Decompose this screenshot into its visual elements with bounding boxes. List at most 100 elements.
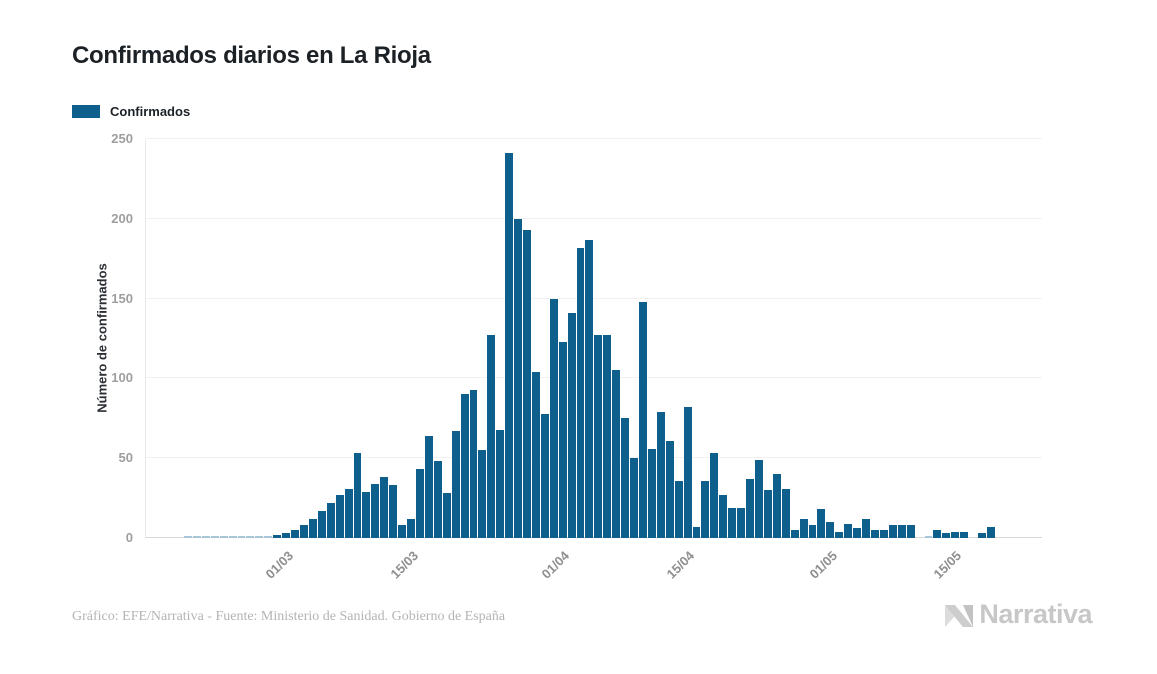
bar-23/02 xyxy=(210,536,219,538)
bar-26/02 xyxy=(237,536,246,538)
gridline-50 xyxy=(146,457,1042,459)
plot-area: 01/03 15/03 01/04 15/04 01/05 15/05 xyxy=(145,138,1042,582)
bar-28/04 xyxy=(790,530,799,538)
bar-07/05 xyxy=(870,530,879,538)
gridline-150 xyxy=(146,297,1042,299)
bar-05/03 xyxy=(308,518,317,538)
bar-08/03 xyxy=(335,494,344,538)
y-tick-label-100: 100 xyxy=(111,370,133,386)
page-title: Confirmados diarios en La Rioja xyxy=(72,42,431,69)
bar-09/03 xyxy=(344,488,353,538)
y-tick-label-150: 150 xyxy=(111,290,133,306)
bar-16/03 xyxy=(407,518,415,538)
bar-05/04 xyxy=(585,239,594,538)
bar-20/03 xyxy=(442,493,451,538)
legend-label: Confirmados xyxy=(110,104,191,119)
bar-14/05 xyxy=(933,530,942,538)
bar-19/05 xyxy=(978,533,986,538)
bar-07/04 xyxy=(603,335,612,538)
bar-24/03 xyxy=(478,450,487,538)
bar-08/04 xyxy=(612,370,621,538)
bar-10/03 xyxy=(353,453,362,538)
bar-11/05 xyxy=(906,525,915,538)
bar-02/03 xyxy=(282,533,291,538)
bar-29/03 xyxy=(523,230,531,538)
source-credit: Gráfico: EFE/Narrativa - Fuente: Ministe… xyxy=(72,609,506,624)
bar-21/02 xyxy=(192,536,201,538)
bar-01/03 xyxy=(273,534,282,538)
bar-17/03 xyxy=(415,469,424,538)
bar-16/04 xyxy=(683,407,692,538)
legend-swatch xyxy=(72,105,100,118)
bar-01/04 xyxy=(549,298,558,538)
bar-22/02 xyxy=(201,536,210,538)
bar-series xyxy=(184,139,995,538)
bar-15/03 xyxy=(398,525,407,538)
bar-15/05 xyxy=(942,533,951,538)
bar-06/04 xyxy=(594,335,603,538)
bar-07/03 xyxy=(326,502,335,538)
x-tick-label: 01/04 xyxy=(538,548,573,582)
bar-06/05 xyxy=(862,518,870,538)
bar-27/04 xyxy=(781,488,790,538)
bar-17/05 xyxy=(960,531,969,538)
bar-20/04 xyxy=(719,494,728,538)
bar-02/04 xyxy=(558,341,567,538)
gridline-100 xyxy=(146,377,1042,379)
bar-27/03 xyxy=(505,153,514,538)
x-tick-label: 15/04 xyxy=(663,548,698,582)
bar-16/05 xyxy=(951,531,960,538)
bar-25/04 xyxy=(763,490,772,538)
bar-26/03 xyxy=(496,429,505,538)
bar-28/02 xyxy=(255,536,264,538)
bar-28/03 xyxy=(514,218,523,538)
bar-14/04 xyxy=(665,440,674,538)
gridline-250 xyxy=(146,138,1042,139)
bar-30/04 xyxy=(808,525,817,538)
y-tick-label-200: 200 xyxy=(111,210,133,226)
bar-03/04 xyxy=(567,313,576,538)
bar-13/04 xyxy=(656,411,665,538)
bar-12/04 xyxy=(647,448,656,538)
bar-31/03 xyxy=(540,413,549,538)
narrativa-logo-text: Narrativa xyxy=(979,599,1092,629)
bar-05/05 xyxy=(853,528,862,538)
legend: Confirmados xyxy=(72,104,190,119)
bar-08/05 xyxy=(879,530,888,538)
narrativa-logo-mark xyxy=(945,604,974,627)
bar-18/04 xyxy=(701,480,710,538)
bar-22/03 xyxy=(460,394,469,538)
bar-24/04 xyxy=(755,459,763,538)
bar-11/04 xyxy=(639,301,647,538)
bar-29/02 xyxy=(264,536,273,538)
bar-13/03 xyxy=(380,477,389,538)
bar-09/05 xyxy=(888,525,897,538)
bar-29/04 xyxy=(799,518,808,538)
bar-24/02 xyxy=(219,536,228,538)
bar-04/03 xyxy=(299,525,308,538)
bar-20/05 xyxy=(986,526,995,538)
bar-22/04 xyxy=(737,507,746,538)
bar-25/03 xyxy=(487,335,496,538)
bar-09/04 xyxy=(621,418,630,538)
gridline-0 xyxy=(146,537,1042,538)
narrativa-logo: Narrativa xyxy=(944,599,1092,630)
x-tick-label: 01/05 xyxy=(806,548,840,582)
y-tick-label-0: 0 xyxy=(125,530,133,545)
bar-11/03 xyxy=(362,491,371,538)
bar-23/03 xyxy=(469,389,478,538)
y-axis-title: Número de confirmados xyxy=(94,263,110,413)
bar-19/04 xyxy=(710,453,719,538)
bar-10/05 xyxy=(897,525,906,538)
y-tick-label-50: 50 xyxy=(118,450,133,466)
bar-21/04 xyxy=(728,507,737,538)
bar-23/04 xyxy=(746,478,754,538)
x-tick-label: 15/05 xyxy=(930,548,965,582)
bar-30/03 xyxy=(531,372,540,538)
bar-03/03 xyxy=(291,530,299,538)
bar-20/02 xyxy=(184,536,192,538)
bar-02/05 xyxy=(826,522,835,538)
bar-14/03 xyxy=(389,485,398,538)
bar-19/03 xyxy=(433,461,442,538)
bar-18/03 xyxy=(424,435,433,538)
